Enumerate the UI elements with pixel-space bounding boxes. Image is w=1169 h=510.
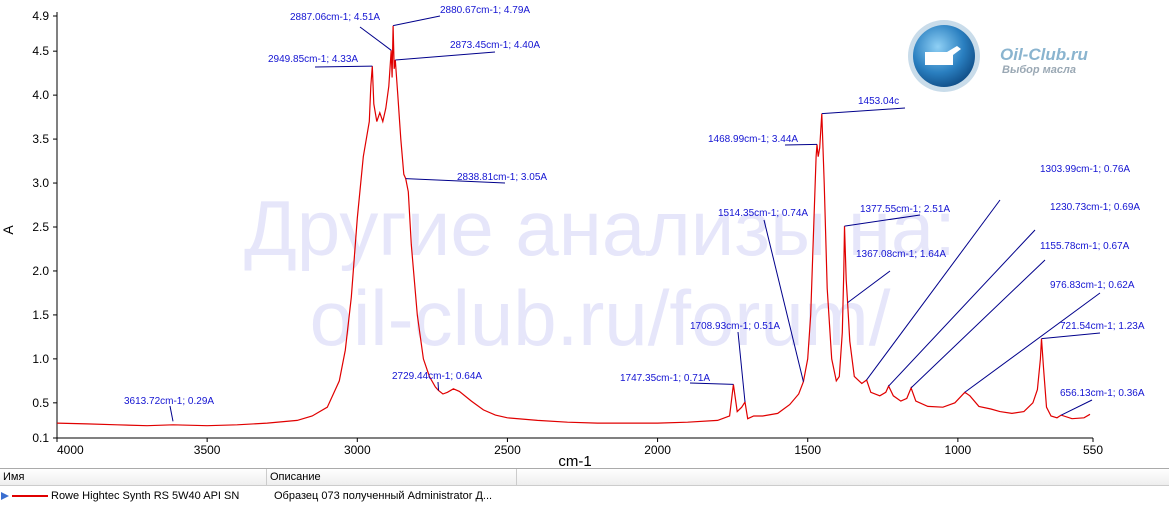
annotation-label: 721.54cm-1; 1.23A [1060, 321, 1145, 332]
annotation-label: 2880.67cm-1; 4.79A [440, 5, 530, 16]
annotation-label: 2729.44cm-1; 0.64A [392, 371, 482, 382]
column-header-empty [517, 469, 1169, 486]
y-tick-label: 4.5 [32, 44, 49, 58]
logo: Oil-Club.ru Выбор масла [908, 20, 1088, 92]
annotation-label: 2873.45cm-1; 4.40A [450, 40, 540, 51]
annotation-leader [437, 381, 440, 391]
x-tick-label: 2000 [644, 443, 671, 457]
annotation-leader [821, 107, 906, 115]
logo-title: Oil-Club.ru [1000, 45, 1088, 64]
logo-icon [925, 46, 961, 65]
annotation-leader [405, 178, 506, 184]
y-tick-label: 1.0 [32, 352, 49, 366]
annotation-label: 1377.55cm-1; 2.51A [860, 204, 950, 215]
x-tick-label: 1500 [794, 443, 821, 457]
annotation-leader [689, 382, 734, 385]
spectrum-line [56, 25, 1091, 427]
annotation-label: 656.13cm-1; 0.36A [1060, 388, 1145, 399]
y-tick-label: 2.0 [32, 264, 49, 278]
column-header[interactable]: Описание [267, 469, 517, 486]
annotation-label: 2838.81cm-1; 3.05A [457, 172, 547, 183]
annotation-label: 976.83cm-1; 0.62A [1050, 280, 1135, 291]
annotation-leader [784, 143, 818, 146]
annotation-leader [763, 219, 804, 382]
annotation-label: 1468.99cm-1; 3.44A [708, 134, 798, 145]
x-tick-label: 1000 [945, 443, 972, 457]
description: Образец 073 полученный Administrator Д..… [274, 490, 493, 502]
y-tick-label: 0.1 [32, 431, 49, 445]
annotation-leader [1041, 332, 1101, 340]
annotation-label: 1367.08cm-1; 1.64A [856, 249, 946, 260]
annotation-leader [359, 26, 392, 51]
chart: Другие анализы на: oil-club.ru/forum/ Oi… [0, 5, 1145, 468]
annotation-label: 1230.73cm-1; 0.69A [1050, 202, 1140, 213]
annotation-label: 1708.93cm-1; 0.51A [690, 321, 780, 332]
watermark: Другие анализы на: [244, 184, 956, 272]
annotation-leader [1060, 399, 1093, 416]
annotation-label: 2949.85cm-1; 4.33A [268, 54, 358, 65]
x-tick-label: 2500 [494, 443, 521, 457]
legend-table: Имя Описание Rowe Hightec Synth RS 5W40 … [0, 468, 1169, 510]
annotation-label: 1514.35cm-1; 0.74A [718, 208, 808, 219]
annotation-leader [393, 15, 441, 27]
x-axis-label: cm-1 [558, 453, 591, 468]
y-tick-label: 4.0 [32, 88, 49, 102]
x-tick-label: 3500 [194, 443, 221, 457]
y-axis-label: A [0, 225, 16, 235]
annotation-label: 1303.99cm-1; 0.76A [1040, 164, 1130, 175]
annotation-label: 1453.04c [858, 96, 899, 107]
annotation-leader [847, 270, 891, 304]
annotation-leader [395, 51, 496, 61]
legend-entry[interactable]: Rowe Hightec Synth RS 5W40 API SN [51, 490, 240, 502]
annotation-leader [169, 405, 174, 422]
y-tick-label: 3.5 [32, 132, 49, 146]
annotation-leader [888, 229, 1036, 387]
annotation-leader [910, 259, 1046, 389]
y-tick-label: 4.9 [32, 9, 49, 23]
column-header[interactable]: Имя [0, 469, 267, 486]
y-tick-label: 2.5 [32, 220, 49, 234]
annotation-leader [964, 292, 1101, 393]
logo-subtitle: Выбор масла [1002, 64, 1076, 76]
annotation-label: 1155.78cm-1; 0.67A [1040, 241, 1130, 252]
annotation-label: 3613.72cm-1; 0.29A [124, 396, 214, 407]
annotation-leader [866, 199, 1001, 381]
x-tick-label: 3000 [344, 443, 371, 457]
x-tick-label: 4000 [57, 443, 84, 457]
annotation-leader [314, 65, 373, 68]
x-tick-label: 550 [1083, 443, 1103, 457]
y-tick-label: 1.5 [32, 308, 49, 322]
row-arrow [1, 492, 9, 500]
annotation-leader [737, 331, 746, 403]
y-tick-label: 3.0 [32, 176, 49, 190]
y-tick-label: 0.5 [32, 396, 49, 410]
annotation-label: 1747.35cm-1; 0.71A [620, 373, 710, 384]
legend-swatch [1, 492, 48, 500]
watermark: oil-club.ru/forum/ [310, 274, 891, 362]
annotation-label: 2887.06cm-1; 4.51A [290, 12, 380, 23]
annotation-leader [844, 214, 921, 227]
